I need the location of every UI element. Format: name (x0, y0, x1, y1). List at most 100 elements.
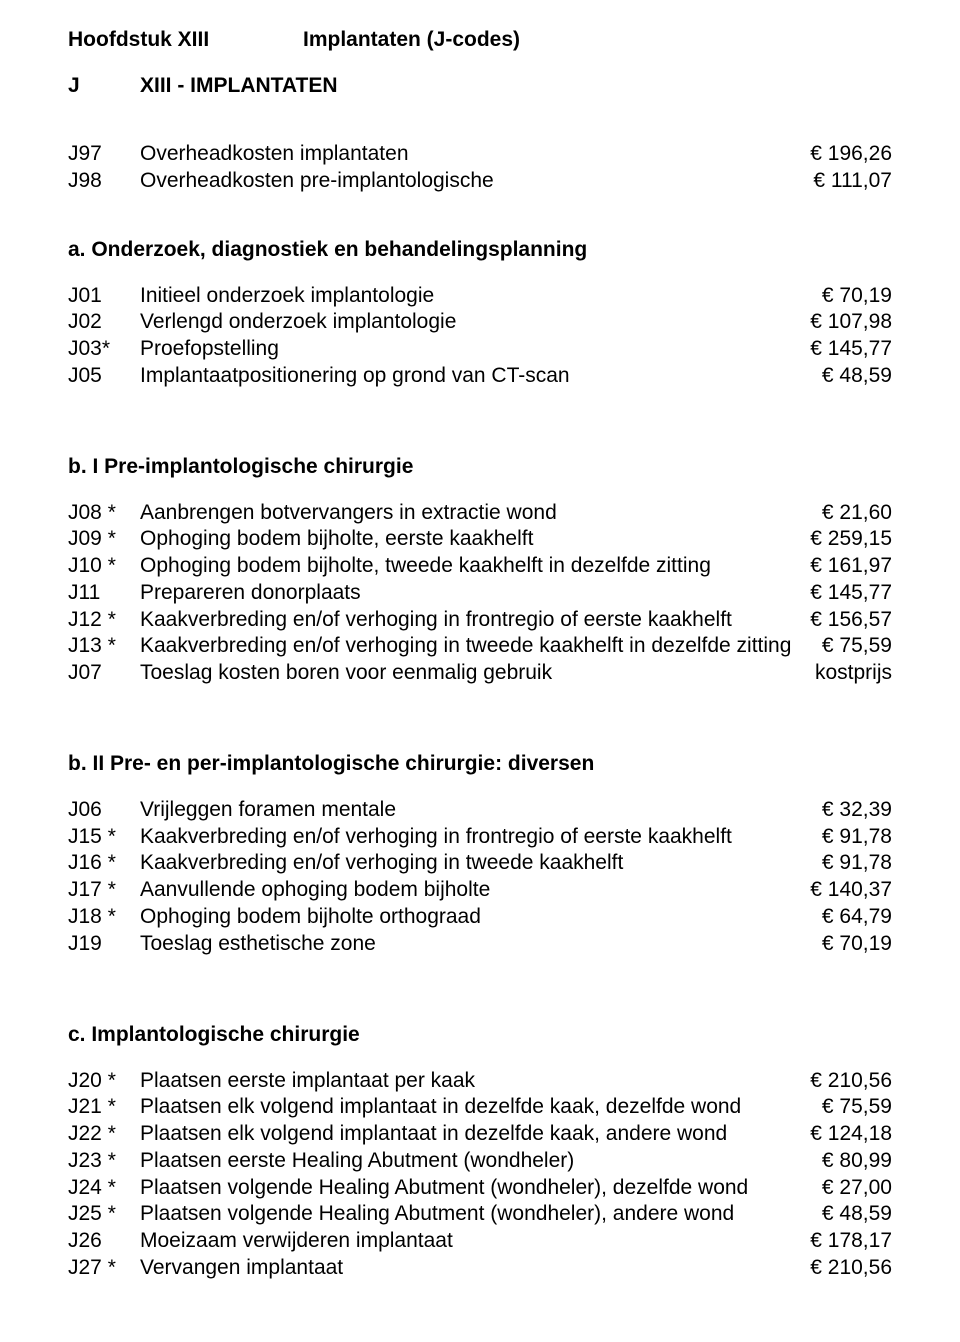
row-description: Kaakverbreding en/of verhoging in tweede… (140, 851, 822, 876)
row-price: € 145,77 (810, 337, 892, 362)
row-price: € 178,17 (810, 1229, 892, 1254)
table-row: J18 *Ophoging bodem bijholte orthograad€… (68, 905, 892, 930)
row-description: Kaakverbreding en/of verhoging in frontr… (140, 825, 822, 850)
row-price: € 64,79 (822, 905, 892, 930)
row-code: J08 * (68, 501, 140, 526)
row-description: Plaatsen volgende Healing Abutment (wond… (140, 1202, 822, 1227)
row-code: J19 (68, 932, 140, 957)
row-price: kostprijs (815, 661, 892, 686)
row-code: J12 * (68, 608, 140, 633)
table-row: J21 *Plaatsen elk volgend implantaat in … (68, 1095, 892, 1120)
row-code: J11 (68, 581, 140, 606)
row-price: € 91,78 (822, 825, 892, 850)
row-price: € 21,60 (822, 501, 892, 526)
row-price: € 91,78 (822, 851, 892, 876)
row-price: € 70,19 (822, 932, 892, 957)
subtitle-code: J (68, 74, 140, 98)
row-description: Kaakverbreding en/of verhoging in frontr… (140, 608, 810, 633)
row-code: J22 * (68, 1122, 140, 1147)
row-code: J21 * (68, 1095, 140, 1120)
table-row: J15 *Kaakverbreding en/of verhoging in f… (68, 825, 892, 850)
table-row: J01Initieel onderzoek implantologie€ 70,… (68, 284, 892, 309)
row-price: € 196,26 (810, 142, 892, 167)
table-row: J16 *Kaakverbreding en/of verhoging in t… (68, 851, 892, 876)
row-code: J02 (68, 310, 140, 335)
document-header: Hoofdstuk XIII Implantaten (J-codes) (68, 28, 892, 52)
row-price: € 161,97 (810, 554, 892, 579)
table-row: J98Overheadkosten pre-implantologische€ … (68, 169, 892, 194)
row-code: J16 * (68, 851, 140, 876)
row-price: € 107,98 (810, 310, 892, 335)
row-code: J05 (68, 364, 140, 389)
row-description: Moeizaam verwijderen implantaat (140, 1229, 810, 1254)
document-subtitle: J XIII - IMPLANTATEN (68, 74, 892, 98)
row-price: € 156,57 (810, 608, 892, 633)
section: b. II Pre- en per-implantologische chiru… (68, 752, 892, 957)
section-heading: c. Implantologische chirurgie (68, 1023, 892, 1047)
table-row: J17 *Aanvullende ophoging bodem bijholte… (68, 878, 892, 903)
section-heading: b. II Pre- en per-implantologische chiru… (68, 752, 892, 776)
row-code: J17 * (68, 878, 140, 903)
subtitle-text: XIII - IMPLANTATEN (140, 74, 338, 98)
row-price: € 48,59 (822, 1202, 892, 1227)
table-row: J97Overheadkosten implantaten€ 196,26 (68, 142, 892, 167)
table-row: J09 *Ophoging bodem bijholte, eerste kaa… (68, 527, 892, 552)
header-left: Hoofdstuk XIII (68, 28, 303, 52)
row-code: J15 * (68, 825, 140, 850)
table-row: J26Moeizaam verwijderen implantaat€ 178,… (68, 1229, 892, 1254)
row-price: € 75,59 (822, 1095, 892, 1120)
row-code: J06 (68, 798, 140, 823)
table-row: J13 *Kaakverbreding en/of verhoging in t… (68, 634, 892, 659)
row-price: € 210,56 (810, 1256, 892, 1281)
row-description: Ophoging bodem bijholte, eerste kaakhelf… (140, 527, 810, 552)
row-code: J18 * (68, 905, 140, 930)
row-code: J24 * (68, 1176, 140, 1201)
row-price: € 111,07 (813, 169, 892, 194)
table-row: J19Toeslag esthetische zone€ 70,19 (68, 932, 892, 957)
row-code: J07 (68, 661, 140, 686)
table-row: J05Implantaatpositionering op grond van … (68, 364, 892, 389)
row-description: Vrijleggen foramen mentale (140, 798, 822, 823)
table-row: J24 *Plaatsen volgende Healing Abutment … (68, 1176, 892, 1201)
row-description: Kaakverbreding en/of verhoging in tweede… (140, 634, 822, 659)
row-code: J03* (68, 337, 140, 362)
section: b. I Pre-implantologische chirurgieJ08 *… (68, 455, 892, 686)
table-row: J22 *Plaatsen elk volgend implantaat in … (68, 1122, 892, 1147)
row-price: € 259,15 (810, 527, 892, 552)
row-code: J01 (68, 284, 140, 309)
row-price: € 27,00 (822, 1176, 892, 1201)
section: a. Onderzoek, diagnostiek en behandeling… (68, 238, 892, 389)
row-description: Overheadkosten pre-implantologische (140, 169, 813, 194)
row-description: Overheadkosten implantaten (140, 142, 810, 167)
section-heading: a. Onderzoek, diagnostiek en behandeling… (68, 238, 892, 262)
row-code: J23 * (68, 1149, 140, 1174)
table-row: J06Vrijleggen foramen mentale€ 32,39 (68, 798, 892, 823)
table-row: J12 *Kaakverbreding en/of verhoging in f… (68, 608, 892, 633)
table-row: J10 *Ophoging bodem bijholte, tweede kaa… (68, 554, 892, 579)
row-description: Prepareren donorplaats (140, 581, 810, 606)
row-description: Ophoging bodem bijholte, tweede kaakhelf… (140, 554, 810, 579)
header-right: Implantaten (J-codes) (303, 28, 520, 52)
row-description: Vervangen implantaat (140, 1256, 810, 1281)
row-price: € 75,59 (822, 634, 892, 659)
row-description: Initieel onderzoek implantologie (140, 284, 822, 309)
row-description: Toeslag esthetische zone (140, 932, 822, 957)
row-price: € 210,56 (810, 1069, 892, 1094)
row-price: € 32,39 (822, 798, 892, 823)
row-code: J13 * (68, 634, 140, 659)
row-description: Toeslag kosten boren voor eenmalig gebru… (140, 661, 815, 686)
table-row: J27 *Vervangen implantaat€ 210,56 (68, 1256, 892, 1281)
row-description: Plaatsen eerste Healing Abutment (wondhe… (140, 1149, 822, 1174)
table-row: J03*Proefopstelling€ 145,77 (68, 337, 892, 362)
row-code: J97 (68, 142, 140, 167)
row-description: Proefopstelling (140, 337, 810, 362)
row-description: Implantaatpositionering op grond van CT-… (140, 364, 822, 389)
row-code: J09 * (68, 527, 140, 552)
row-code: J98 (68, 169, 140, 194)
row-code: J10 * (68, 554, 140, 579)
row-description: Aanbrengen botvervangers in extractie wo… (140, 501, 822, 526)
row-description: Verlengd onderzoek implantologie (140, 310, 810, 335)
row-description: Plaatsen elk volgend implantaat in dezel… (140, 1095, 822, 1120)
row-code: J20 * (68, 1069, 140, 1094)
row-price: € 124,18 (810, 1122, 892, 1147)
